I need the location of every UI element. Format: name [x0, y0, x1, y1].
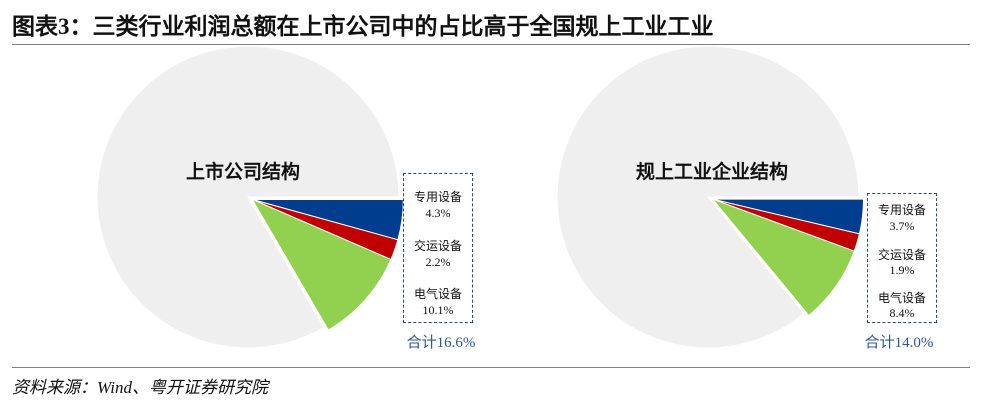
pie-listed-label-transport-equipment: 交运设备 [413, 239, 462, 253]
pie-listed-label-electrical-equipment: 电气设备 [413, 287, 462, 301]
pie-industrial-slice-electrical-equipment [710, 198, 855, 317]
pie-industrial-slice-rest [556, 45, 860, 349]
pie-listed-title: 上市公司结构 [185, 161, 300, 183]
pie-industrial-value-transport-equipment: 1.9% [889, 263, 915, 277]
pie-listed-label-box [403, 173, 473, 323]
pie-industrial-total: 合计14.0% [864, 335, 934, 351]
title-rule [12, 44, 970, 45]
pie-listed [96, 45, 404, 349]
pie-listed-value-transport-equipment: 2.2% [425, 255, 451, 269]
pie-listed-value-special-equipment: 4.3% [425, 206, 451, 220]
source-rule [12, 367, 970, 368]
pie-industrial-label-special-equipment: 专用设备 [877, 203, 926, 217]
pie-listed-value-electrical-equipment: 10.1% [422, 303, 454, 317]
pie-industrial-label-box [867, 193, 937, 323]
pie-industrial-value-electrical-equipment: 8.4% [889, 306, 915, 320]
figure-title: 图表3：三类行业利润总额在上市公司中的占比高于全国规上工业工业 [12, 14, 714, 39]
pie-listed-label-special-equipment: 专用设备 [413, 190, 462, 204]
pie-industrial-label-transport-equipment: 交运设备 [877, 248, 926, 262]
pie-listed-slice-electrical-equipment [251, 198, 392, 331]
pie-industrial-title: 规上工业企业结构 [635, 161, 788, 183]
pie-industrial-value-special-equipment: 3.7% [889, 219, 915, 233]
pie-industrial-label-electrical-equipment: 电气设备 [877, 291, 926, 305]
pie-listed-total: 合计16.6% [406, 335, 476, 351]
pie-listed-slice-rest [96, 45, 400, 349]
source-note: 资料来源：Wind、粤开证券研究院 [12, 378, 268, 397]
pie-industrial [556, 45, 865, 349]
